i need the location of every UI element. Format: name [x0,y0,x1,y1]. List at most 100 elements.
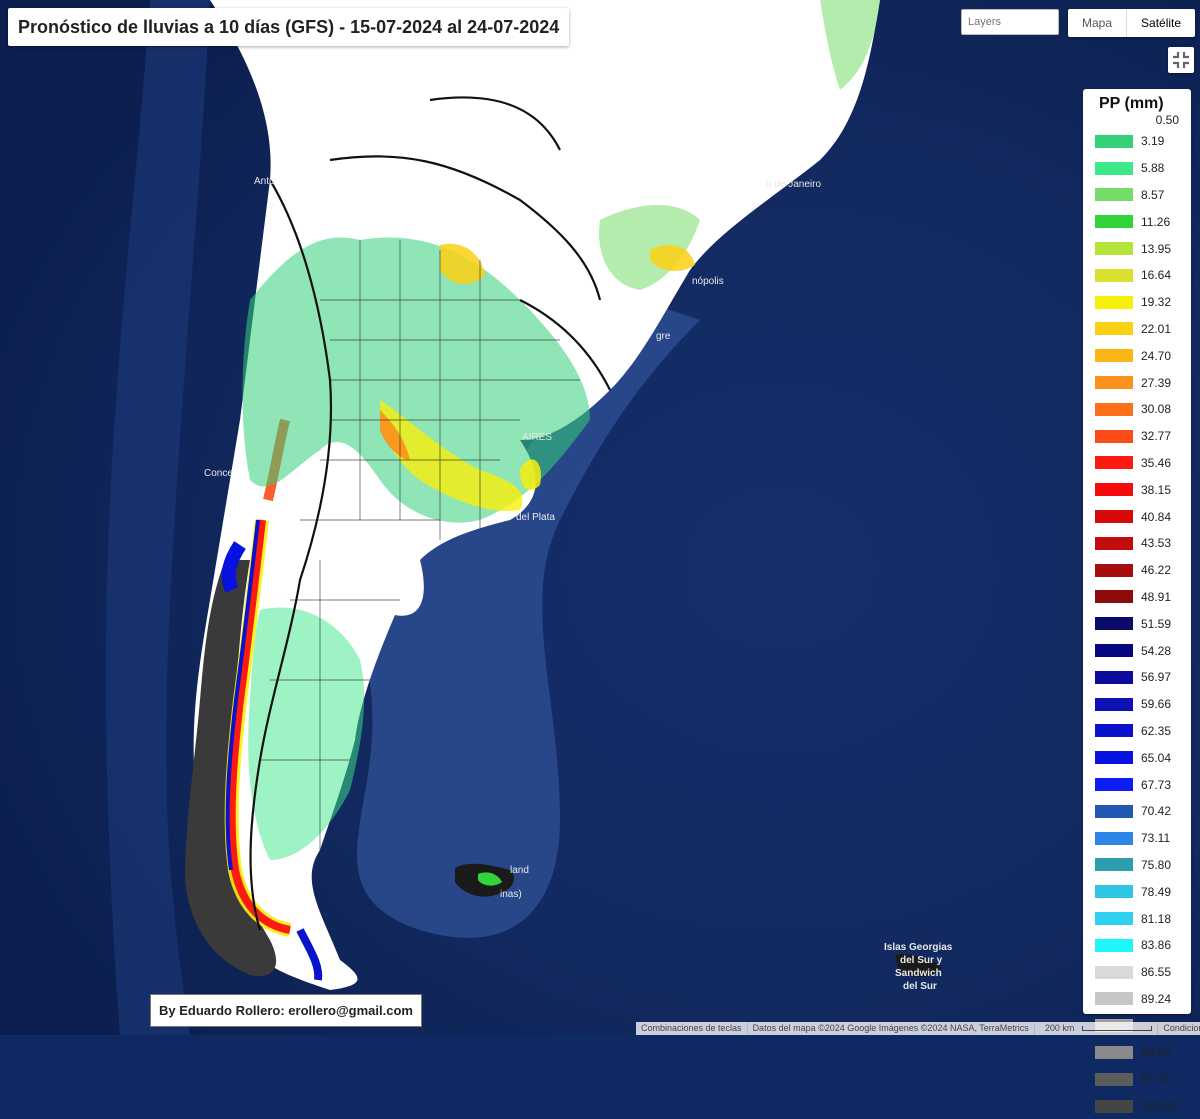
legend-value: 89.24 [1141,991,1172,1006]
scale-indicator[interactable]: 200 km [1033,1022,1158,1035]
legend-swatch [1095,697,1133,711]
legend-entry: 27.39 [1095,369,1183,396]
keyboard-shortcuts-link[interactable]: Combinaciones de teclas [641,1023,742,1033]
legend-entry: 67.73 [1095,771,1183,798]
legend-swatch [1095,536,1133,550]
legend-swatch [1095,938,1133,952]
legend-entry: 89.24 [1095,986,1183,1013]
map-label-georgias: Islas Georgias [884,942,953,953]
legend-value: 16.64 [1141,268,1172,283]
legend-value: 27.39 [1141,375,1172,390]
legend-swatch [1095,778,1133,792]
map-type-satelite-button[interactable]: Satélite [1126,9,1195,37]
legend-entry: 78.49 [1095,878,1183,905]
legend-entry: 8.57 [1095,182,1183,209]
legend-entry: 97.31 [1095,1066,1183,1093]
map-label-buenos-aires: AIRES [522,432,552,443]
legend-swatch [1095,563,1133,577]
legend-entry: 30.08 [1095,396,1183,423]
legend-value: 65.04 [1141,750,1172,765]
legend-top-value: 0.50 [1155,113,1179,127]
author-credit: By Eduardo Rollero: erollero@gmail.com [150,994,422,1027]
legend-entry: 13.95 [1095,235,1183,262]
legend-value: 78.49 [1141,884,1172,899]
legend-entry: 35.46 [1095,450,1183,477]
legend-title: PP (mm) [1099,95,1164,112]
legend-entry: 46.22 [1095,557,1183,584]
legend-value: 81.18 [1141,911,1172,926]
scale-label: 200 km [1044,1023,1075,1033]
satellite-map[interactable]: Anto Conce o de Janeiro nópolis gre AIRE… [0,0,1200,1035]
legend-value: 48.91 [1141,589,1172,604]
legend-swatch [1095,402,1133,416]
legend-entry: 73.11 [1095,825,1183,852]
legend-value: 67.73 [1141,777,1172,792]
legend-swatch [1095,483,1133,497]
legend-value: 40.84 [1141,509,1172,524]
precipitation-legend: PP (mm) 0.50 3.19 5.88 8.57 11.26 13.95 16.64… [1083,89,1191,1113]
legend-swatch [1095,322,1133,336]
legend-swatch [1095,670,1133,684]
legend-value: 22.01 [1141,321,1172,336]
legend-swatch [1095,831,1133,845]
legend-swatch [1095,912,1133,925]
legend-swatch [1095,215,1133,229]
legend-value: 86.55 [1141,965,1172,980]
legend-swatch [1095,617,1133,631]
map-label-malvinas: land [510,865,529,876]
legend-swatch [1095,456,1133,470]
legend-entry: 32.77 [1095,423,1183,450]
legend-value: 94.62 [1141,1045,1172,1060]
legend-value: 5.88 [1141,161,1165,176]
terms-link[interactable]: Condiciones [1157,1022,1200,1035]
legend-value: 43.53 [1141,536,1172,551]
legend-value: 83.86 [1141,938,1172,953]
legend-entry: 81.18 [1095,905,1183,932]
legend-swatch [1095,376,1133,390]
legend-entry: 19.32 [1095,289,1183,316]
legend-value: 24.70 [1141,348,1172,363]
legend-entry: 75.80 [1095,852,1183,879]
legend-entry: 56.97 [1095,664,1183,691]
legend-entry: 83.86 [1095,932,1183,959]
legend-swatch [1095,724,1133,738]
map-label-rio-de-la-plata: del Plata [516,512,555,523]
legend-swatch [1095,242,1133,256]
layers-input[interactable] [961,9,1059,35]
legend-value: 75.80 [1141,857,1172,872]
fullscreen-exit-icon [1173,52,1189,68]
legend-entry: 62.35 [1095,718,1183,745]
map-title: Pronóstico de lluvias a 10 días (GFS) - … [8,8,570,46]
fullscreen-button[interactable] [1168,47,1194,73]
legend-swatch [1095,188,1133,202]
legend-value: 30.08 [1141,402,1172,417]
legend-value: 56.97 [1141,670,1172,685]
legend-value: 3.19 [1141,134,1165,149]
map-type-mapa-button[interactable]: Mapa [1082,16,1113,30]
map-footer: Combinaciones de teclas Datos del mapa ©… [636,1022,1200,1035]
map-data-attribution[interactable]: Datos del mapa ©2024 Google Imágenes ©20… [746,1022,1034,1035]
legend-entry: 65.04 [1095,744,1183,771]
legend-value: 13.95 [1141,241,1172,256]
legend-swatch [1095,268,1133,282]
legend-swatch [1095,858,1133,872]
map-label-rio-de-janeiro: o de Janeiro [766,179,821,190]
map-label-antofagasta: Anto [254,176,275,187]
legend-value: 38.15 [1141,482,1172,497]
legend-entry: 94.62 [1095,1039,1183,1066]
legend-value: 73.11 [1141,831,1171,846]
legend-entry: 22.01 [1095,316,1183,343]
legend-swatch [1095,1045,1133,1059]
legend-swatch [1095,429,1133,443]
legend-swatch [1095,134,1133,148]
legend-swatch [1095,965,1133,979]
legend-entry: 59.66 [1095,691,1183,718]
legend-value: 11.26 [1141,214,1171,229]
map-label-georgias-4: del Sur [903,981,937,992]
legend-entry: 16.64 [1095,262,1183,289]
legend-swatch [1095,349,1133,363]
legend-value: 46.22 [1141,563,1172,578]
legend-entry: 54.28 [1095,637,1183,664]
legend-swatch [1095,161,1133,175]
map-title-text: Pronóstico de lluvias a 10 días (GFS) - … [18,16,560,37]
